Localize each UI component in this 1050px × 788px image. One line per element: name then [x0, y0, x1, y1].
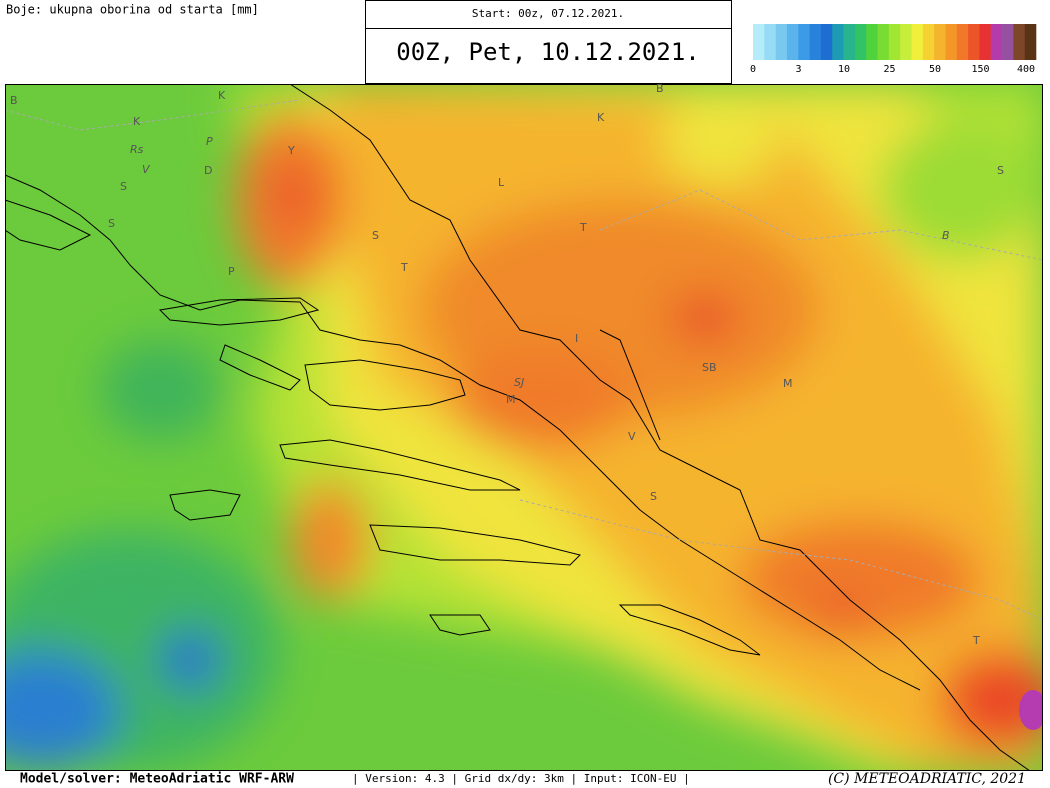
colorbar-swatch — [820, 24, 833, 60]
colorbar-tick-label: 0 — [750, 64, 756, 75]
colorbar-swatch — [877, 24, 890, 60]
place-label: P — [206, 135, 213, 148]
colorbar-swatch — [764, 24, 776, 60]
colorbar-tick-label: 25 — [883, 64, 895, 75]
colorbar-swatch — [854, 24, 867, 60]
place-label: V — [142, 163, 151, 176]
place-label: B — [10, 94, 18, 107]
colorbar-swatch — [1002, 24, 1014, 60]
place-labels: B K K Rs P V D Y S S P S T L T K B S B I… — [10, 82, 1004, 647]
colorbar-swatch — [900, 24, 912, 60]
place-label: B — [656, 82, 664, 95]
colorbar-swatch — [786, 24, 799, 60]
place-label: T — [579, 221, 587, 234]
place-label: SJ — [514, 376, 524, 389]
place-label: Rs — [130, 143, 144, 156]
map-frame — [5, 84, 1043, 771]
place-label: T — [400, 261, 408, 274]
place-label: K — [133, 115, 141, 128]
colorbar-swatch — [979, 24, 992, 60]
place-label: B — [942, 229, 950, 242]
precip-field — [5, 84, 1043, 771]
place-label: SB — [702, 361, 717, 374]
colorbar-swatch — [866, 24, 878, 60]
place-label: P — [228, 265, 235, 278]
colorbar-swatch — [990, 24, 1003, 60]
colorbar-swatch — [1013, 24, 1025, 60]
footer-info: | Version: 4.3 | Grid dx/dy: 3km | Input… — [352, 772, 690, 785]
place-label: D — [204, 164, 212, 177]
place-label: K — [597, 111, 605, 124]
footer-model: Model/solver: MeteoAdriatic WRF-ARW — [20, 772, 294, 787]
place-label: Y — [287, 144, 295, 157]
place-label: K — [218, 89, 226, 102]
valid-time: 00Z, Pet, 10.12.2021. — [396, 38, 699, 66]
place-label: S — [997, 164, 1004, 177]
place-label: S — [108, 217, 115, 230]
start-time: Start: 00z, 07.12.2021. — [472, 7, 624, 20]
colorbar-swatch — [753, 24, 765, 60]
colorbar-swatch — [956, 24, 969, 60]
colorbar-swatch — [934, 24, 946, 60]
place-label: I — [575, 332, 578, 345]
colorbar-tick-label: 50 — [929, 64, 941, 75]
colorbar-swatch — [968, 24, 980, 60]
place-label: M — [506, 393, 516, 406]
place-label: L — [498, 176, 505, 189]
colorbar-swatch — [1024, 24, 1037, 60]
place-label: T — [972, 634, 980, 647]
place-label: S — [372, 229, 379, 242]
colorbar: 0 3 10 25 50 150 400 — [750, 24, 1037, 75]
colorbar-swatch — [911, 24, 924, 60]
title-box — [365, 0, 732, 84]
colorbar-tick-label: 3 — [795, 64, 801, 75]
caption: Boje: ukupna oborina od starta [mm] — [6, 3, 259, 17]
place-label: M — [783, 377, 793, 390]
colorbar-tick-label: 150 — [971, 64, 989, 75]
place-label: V — [628, 430, 636, 443]
colorbar-tick-label: 400 — [1017, 64, 1035, 75]
colorbar-swatch — [888, 24, 901, 60]
colorbar-swatch — [922, 24, 935, 60]
colorbar-swatch — [798, 24, 810, 60]
colorbar-tick-label: 10 — [838, 64, 850, 75]
colorbar-swatch — [832, 24, 844, 60]
place-label: S — [650, 490, 657, 503]
colorbar-swatch — [809, 24, 822, 60]
place-label: S — [120, 180, 127, 193]
colorbar-swatch — [843, 24, 856, 60]
footer-copyright: (C) METEOADRIATIC, 2021 — [828, 771, 1026, 787]
colorbar-swatch — [775, 24, 788, 60]
colorbar-swatch — [945, 24, 958, 60]
